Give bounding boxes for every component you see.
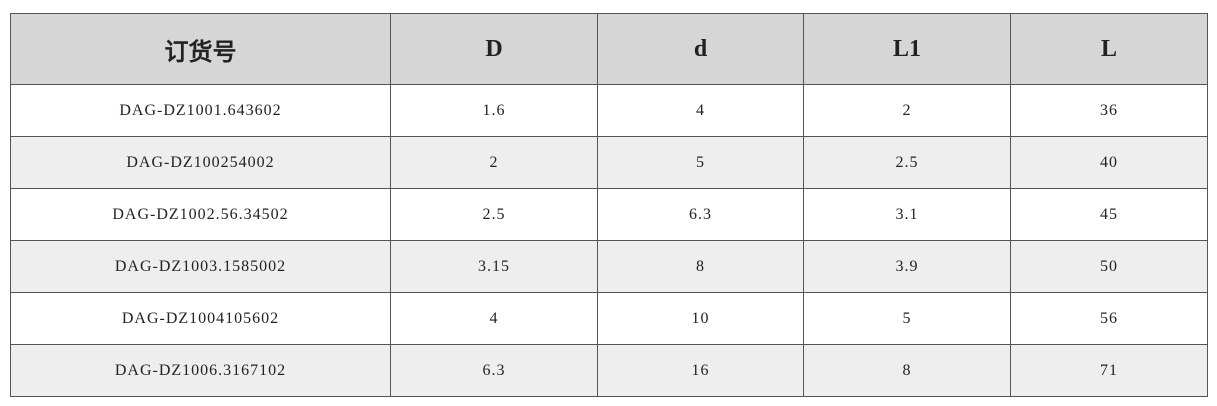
table-cell: DAG-DZ1002.56.34502 — [10, 188, 391, 241]
table-cell: DAG-DZ100254002 — [10, 136, 391, 189]
table-cell: 4 — [597, 84, 804, 137]
header-cell: d — [597, 13, 804, 85]
table-row: DAG-DZ1006.3167102 6.3 16 8 71 — [10, 344, 1208, 397]
table-cell: 2 — [390, 136, 598, 189]
table-cell: 6.3 — [597, 188, 804, 241]
table-cell: DAG-DZ1003.1585002 — [10, 240, 391, 293]
table-cell: 45 — [1010, 188, 1208, 241]
table-cell: 50 — [1010, 240, 1208, 293]
table-cell: 5 — [803, 292, 1011, 345]
table-row: DAG-DZ1003.1585002 3.15 8 3.9 50 — [10, 240, 1208, 293]
table-cell: 6.3 — [390, 344, 598, 397]
table-cell: 8 — [597, 240, 804, 293]
table-body: DAG-DZ1001.643602 1.6 4 2 36 DAG-DZ100254002 2… — [10, 84, 1208, 397]
header-cell: L1 — [803, 13, 1011, 85]
table-cell: DAG-DZ1004105602 — [10, 292, 391, 345]
table-cell: 3.15 — [390, 240, 598, 293]
table-row: DAG-DZ100254002 2 5 2.5 40 — [10, 136, 1208, 189]
header-cell: D — [390, 13, 598, 85]
table-cell: 2 — [803, 84, 1011, 137]
table-cell: 10 — [597, 292, 804, 345]
table-cell: 36 — [1010, 84, 1208, 137]
table-cell: DAG-DZ1001.643602 — [10, 84, 391, 137]
table-cell: 3.1 — [803, 188, 1011, 241]
table-row: DAG-DZ1004105602 4 10 5 56 — [10, 292, 1208, 345]
header-cell: 订货号 — [10, 13, 391, 85]
table-cell: 16 — [597, 344, 804, 397]
table-cell: 4 — [390, 292, 598, 345]
table-cell: 40 — [1010, 136, 1208, 189]
table-cell: 56 — [1010, 292, 1208, 345]
header-cell: L — [1010, 13, 1208, 85]
table-cell: 3.9 — [803, 240, 1011, 293]
table-cell: 5 — [597, 136, 804, 189]
table-row: DAG-DZ1001.643602 1.6 4 2 36 — [10, 84, 1208, 137]
table-cell: 8 — [803, 344, 1011, 397]
table-cell: DAG-DZ1006.3167102 — [10, 344, 391, 397]
table-cell: 1.6 — [390, 84, 598, 137]
table-cell: 2.5 — [390, 188, 598, 241]
table-row: DAG-DZ1002.56.34502 2.5 6.3 3.1 45 — [10, 188, 1208, 241]
table-cell: 71 — [1010, 344, 1208, 397]
table-cell: 2.5 — [803, 136, 1011, 189]
